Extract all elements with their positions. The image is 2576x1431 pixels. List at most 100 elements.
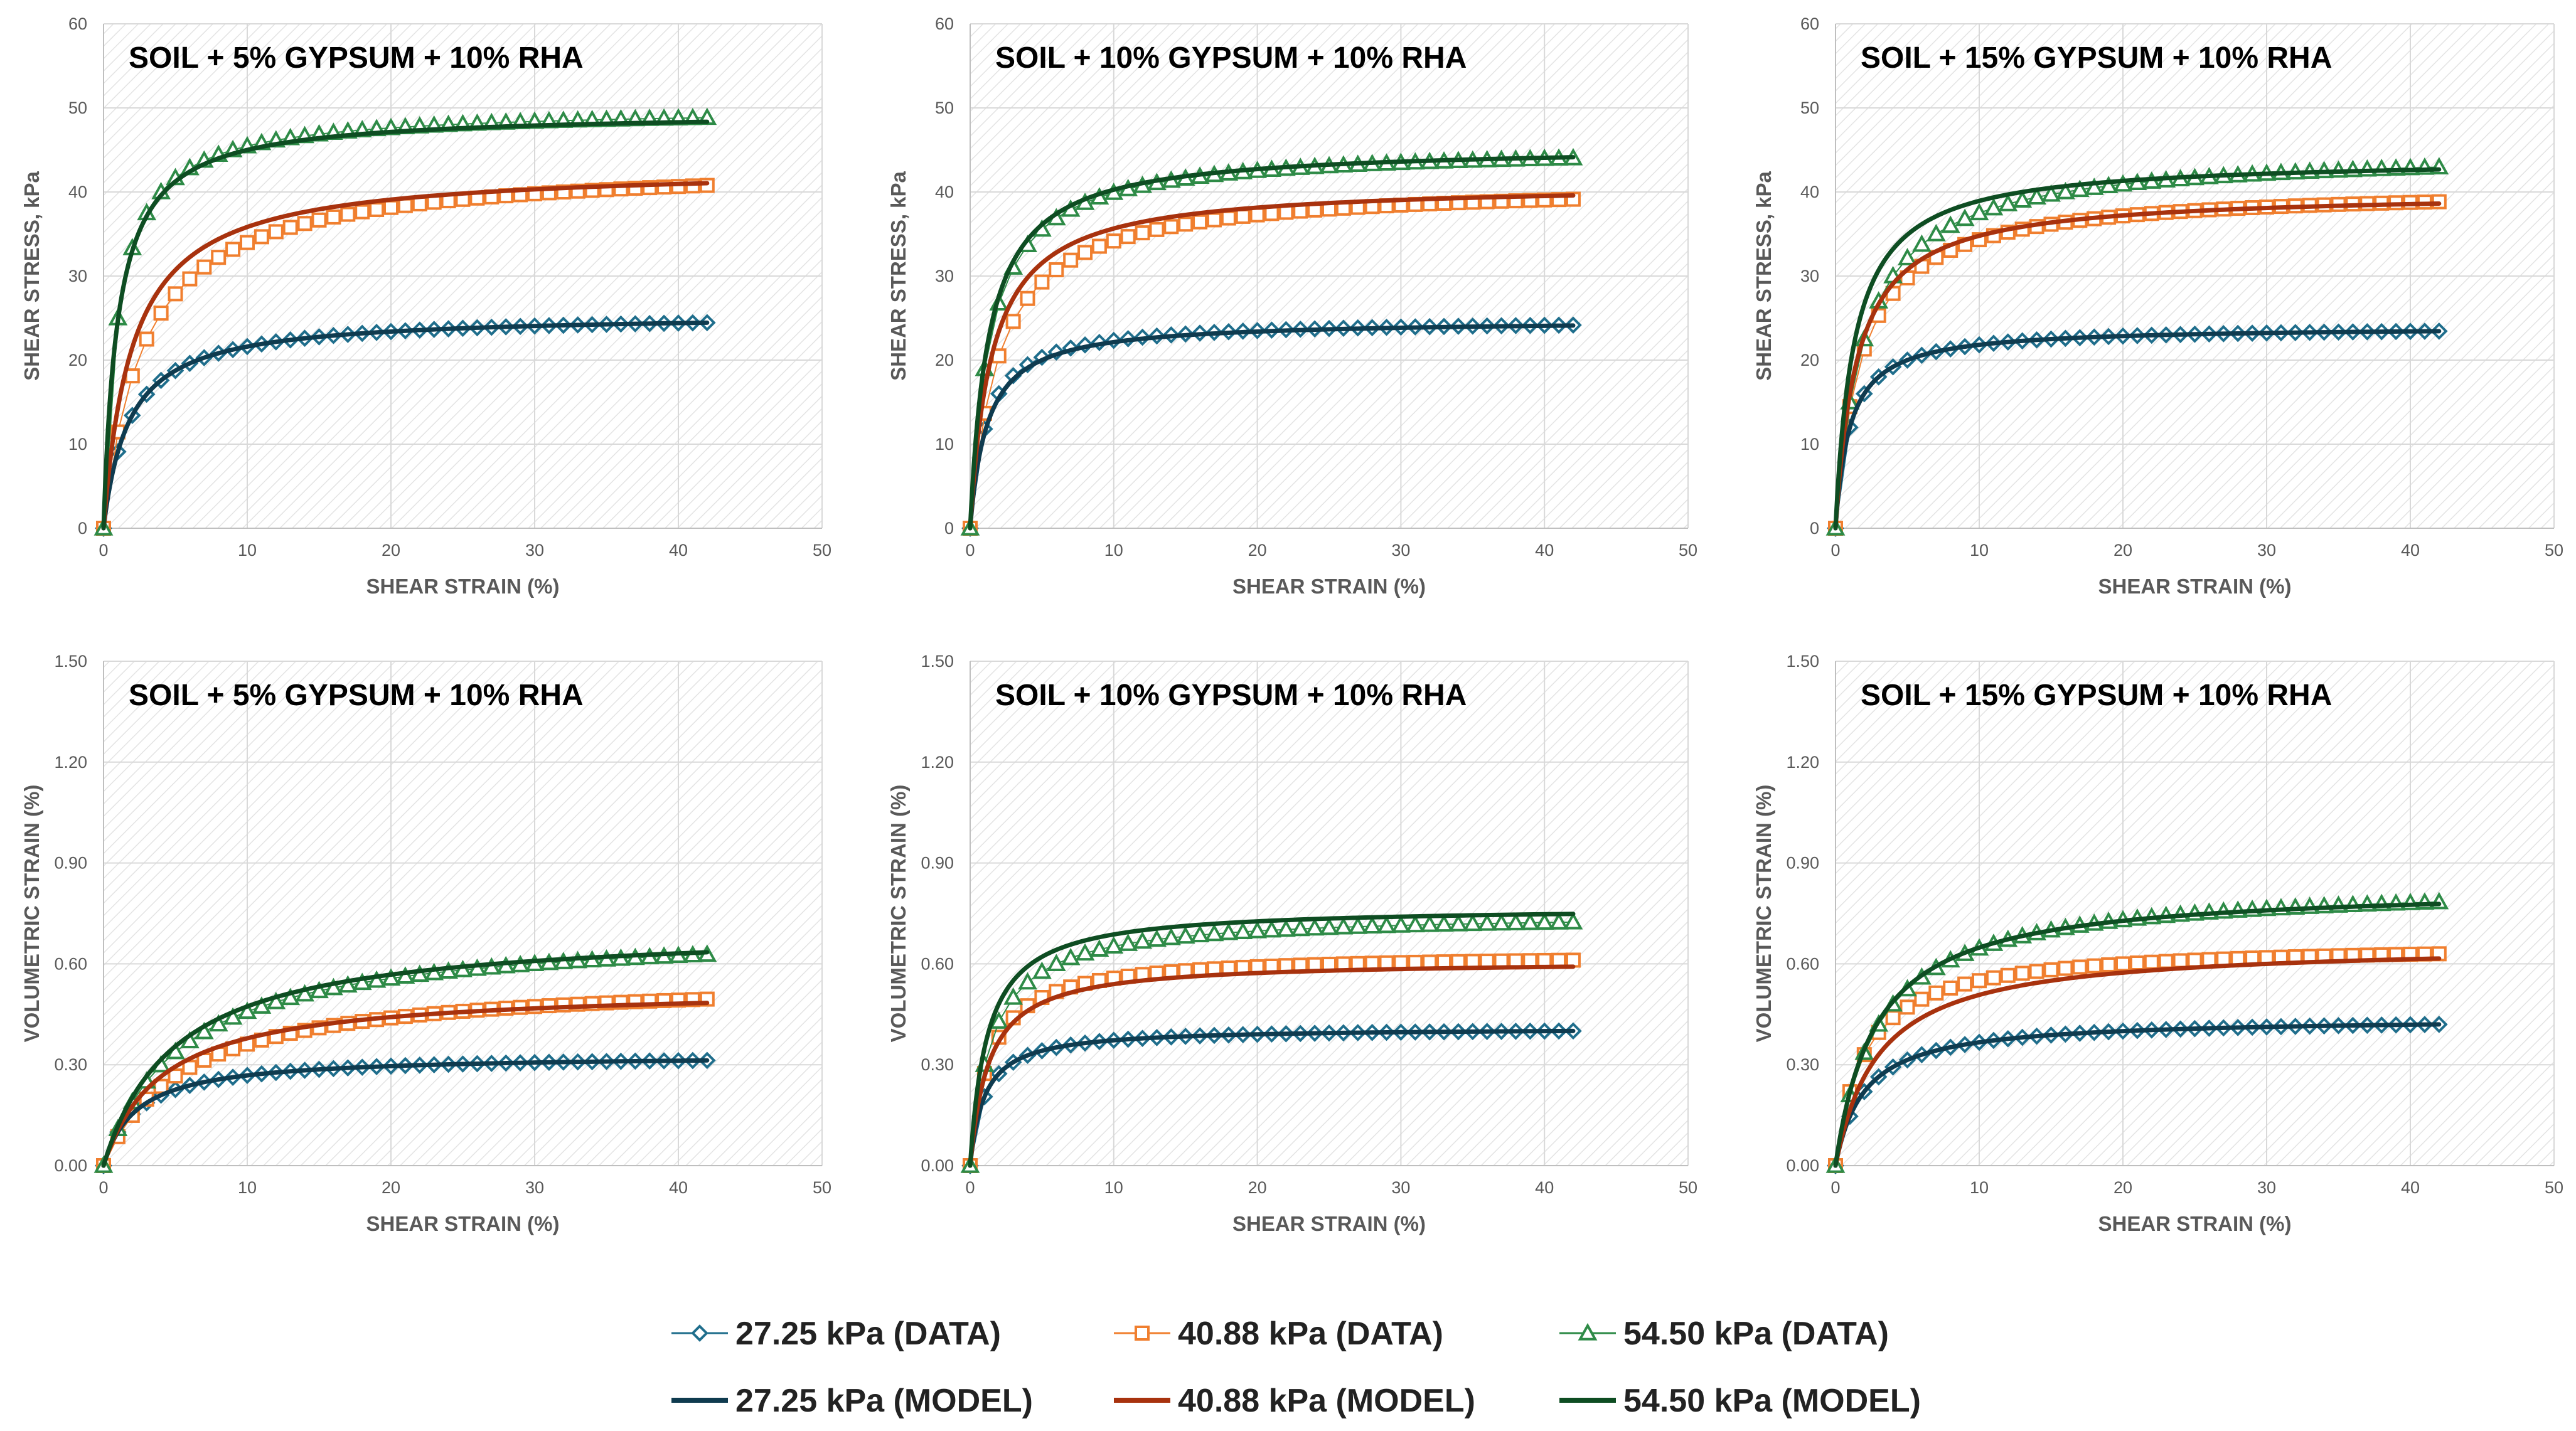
- chart-title: SOIL + 15% GYPSUM + 10% RHA: [1861, 679, 2332, 712]
- data-point: [225, 242, 241, 257]
- data-point: [1969, 203, 1989, 221]
- data-point: [1091, 238, 1107, 254]
- data-point: [1219, 922, 1239, 940]
- series-line-s54-model: [1833, 902, 2442, 1168]
- data-point: [326, 209, 341, 225]
- x-tick-label: 50: [2545, 541, 2563, 560]
- data-point: [1900, 999, 1915, 1015]
- x-tick-label: 30: [525, 541, 544, 560]
- data-point: [1262, 920, 1281, 938]
- data-point: [295, 984, 314, 1002]
- x-tick-label: 0: [965, 1178, 975, 1197]
- chart-panel-4: 0 10 20 30 40 50 0.00 0.30 0.60 0.90 1.20 1.50 SHEAR…: [20, 652, 831, 1235]
- data-point: [2158, 954, 2174, 969]
- data-point: [1178, 216, 1194, 232]
- data-point: [1943, 980, 1959, 996]
- data-point: [1161, 927, 1181, 945]
- data-point: [1204, 923, 1224, 942]
- y-tick-label: 0.90: [54, 854, 87, 873]
- data-point: [1248, 920, 1267, 939]
- series-line-s54-model: [968, 155, 1576, 531]
- y-tick-label: 0: [78, 519, 87, 538]
- data-point: [410, 964, 430, 982]
- x-tick-label: 30: [2257, 541, 2276, 560]
- data-point: [1319, 917, 1339, 935]
- data-point: [2201, 952, 2217, 967]
- data-point: [369, 201, 385, 217]
- y-tick-label: 1.50: [1786, 652, 1819, 671]
- data-point: [338, 975, 358, 993]
- data-point: [2043, 962, 2059, 977]
- x-tick-label: 40: [1535, 541, 1554, 560]
- y-tick-label: 0.30: [54, 1055, 87, 1074]
- y-tick-label: 0.60: [54, 954, 87, 973]
- data-point: [1147, 929, 1167, 947]
- legend-label: 54.50 kPa (MODEL): [1623, 1383, 1921, 1419]
- x-tick-label: 30: [2257, 1178, 2276, 1197]
- data-point: [2058, 960, 2073, 976]
- data-point: [1089, 939, 1109, 957]
- data-point: [1463, 913, 1483, 932]
- data-point: [2012, 190, 2033, 208]
- y-tick-label: 0.30: [1786, 1055, 1819, 1074]
- x-tick-label: 0: [99, 1178, 108, 1197]
- x-tick-label: 40: [2401, 1178, 2420, 1197]
- data-point: [1175, 926, 1195, 944]
- data-point: [139, 331, 154, 347]
- data-point: [2187, 952, 2203, 968]
- y-tick-label: 0.90: [1786, 854, 1819, 873]
- data-point: [1032, 961, 1052, 979]
- x-axis-label: SHEAR STRAIN (%): [2098, 1212, 2291, 1235]
- data-point: [311, 212, 327, 228]
- y-tick-label: 0: [944, 519, 954, 538]
- data-point: [2113, 174, 2133, 192]
- x-tick-label: 20: [2114, 1178, 2132, 1197]
- y-axis-label: SHEAR STRESS, kPa: [887, 171, 910, 380]
- y-tick-label: 10: [1800, 435, 1819, 454]
- x-axis-label: SHEAR STRAIN (%): [2098, 575, 2291, 598]
- y-tick-label: 30: [1800, 267, 1819, 285]
- x-tick-label: 50: [813, 541, 831, 560]
- data-point: [2216, 951, 2231, 967]
- y-tick-label: 0.00: [54, 1156, 87, 1175]
- data-point: [1046, 954, 1066, 971]
- chart-panel-2: 0 10 20 30 40 50 0 10 20 30 40 50 60 SHEAR STRAIN (%)…: [887, 14, 1697, 598]
- data-point: [1018, 972, 1037, 990]
- chart-panel-5: 0 10 20 30 40 50 0.00 0.30 0.60 0.90 1.20 1.50 SHEAR…: [887, 652, 1697, 1235]
- data-point: [2144, 954, 2159, 970]
- x-tick-label: 30: [1391, 541, 1410, 560]
- data-point: [196, 259, 212, 275]
- data-point: [1506, 913, 1526, 930]
- plot-area: [970, 661, 1688, 1166]
- series-line-s54-model: [101, 950, 710, 1168]
- panels: 0 10 20 30 40 50 0 10 20 30 40 50 60 SHEAR STRAIN (%)…: [20, 14, 2563, 1235]
- data-point: [1163, 219, 1179, 235]
- x-tick-label: 20: [1248, 541, 1267, 560]
- data-point: [1333, 917, 1354, 935]
- data-point: [383, 199, 398, 215]
- y-tick-label: 1.50: [54, 652, 87, 671]
- data-point: [208, 1014, 228, 1032]
- data-point: [223, 1007, 243, 1025]
- y-tick-label: 1.20: [54, 753, 87, 772]
- data-point: [1133, 931, 1152, 949]
- legend-item-s40-data: 40.88 kPa (DATA): [1114, 1316, 1443, 1352]
- legend-label: 27.25 kPa (MODEL): [735, 1383, 1033, 1419]
- data-point: [1549, 912, 1569, 930]
- y-axis-label: SHEAR STRESS, kPa: [20, 171, 43, 380]
- data-point: [1348, 917, 1368, 934]
- series-s54-data: [960, 912, 1583, 1173]
- x-tick-label: 10: [1970, 541, 1989, 560]
- legend-marker-square: [1135, 1326, 1150, 1341]
- data-point: [1972, 973, 1987, 989]
- data-point: [254, 229, 269, 245]
- x-tick-label: 0: [1830, 541, 1840, 560]
- data-point: [211, 250, 227, 265]
- y-tick-label: 0.60: [1786, 954, 1819, 973]
- data-point: [1290, 918, 1310, 937]
- y-tick-label: 1.50: [921, 652, 954, 671]
- data-point: [1563, 912, 1583, 930]
- data-point: [240, 235, 255, 250]
- x-tick-label: 50: [1679, 1178, 1697, 1197]
- data-point: [153, 306, 169, 321]
